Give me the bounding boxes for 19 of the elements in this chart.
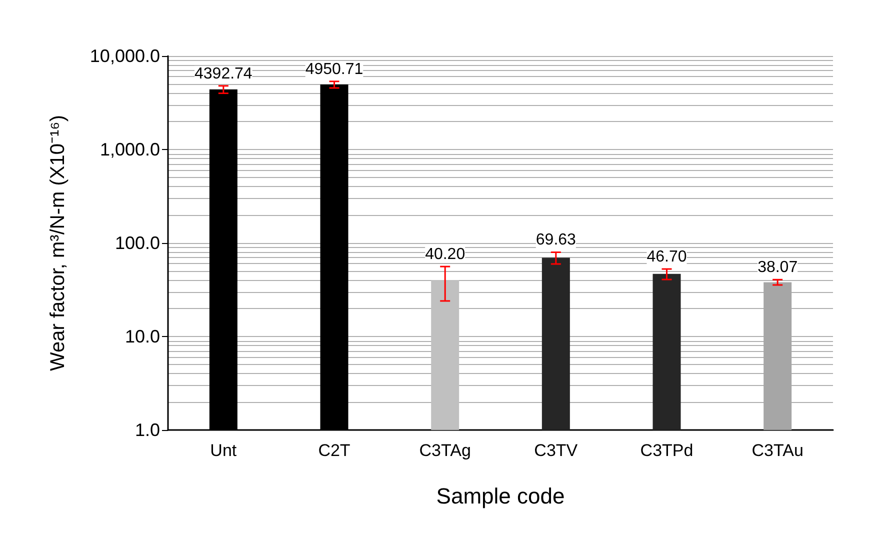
- y-axis-title: Wear factor, m³/N-m (X10⁻¹⁶): [47, 114, 69, 372]
- y-tick-label: 10,000.0: [90, 46, 160, 66]
- x-axis-title: Sample code: [436, 484, 565, 508]
- x-tick-label: C3TPd: [640, 441, 694, 460]
- data-label: 4392.74: [194, 65, 252, 82]
- data-label: 38.07: [758, 259, 798, 276]
- y-tick-label: 1,000.0: [100, 140, 160, 160]
- data-label: 46.70: [646, 248, 687, 266]
- y-tick-label: 1.0: [134, 420, 160, 440]
- x-tick-label: C3TAg: [419, 441, 471, 460]
- data-label: 40.20: [425, 246, 466, 264]
- x-tick-label: C2T: [318, 441, 350, 460]
- x-tick-label: C3TV: [534, 441, 578, 460]
- y-tick-label: 100.0: [114, 233, 160, 253]
- x-tick-label: C3TAu: [752, 441, 804, 460]
- y-tick-label: 10.0: [124, 326, 160, 346]
- data-label: 69.63: [536, 232, 576, 249]
- x-tick-label: Unt: [210, 441, 237, 460]
- data-label: 4950.71: [305, 60, 364, 78]
